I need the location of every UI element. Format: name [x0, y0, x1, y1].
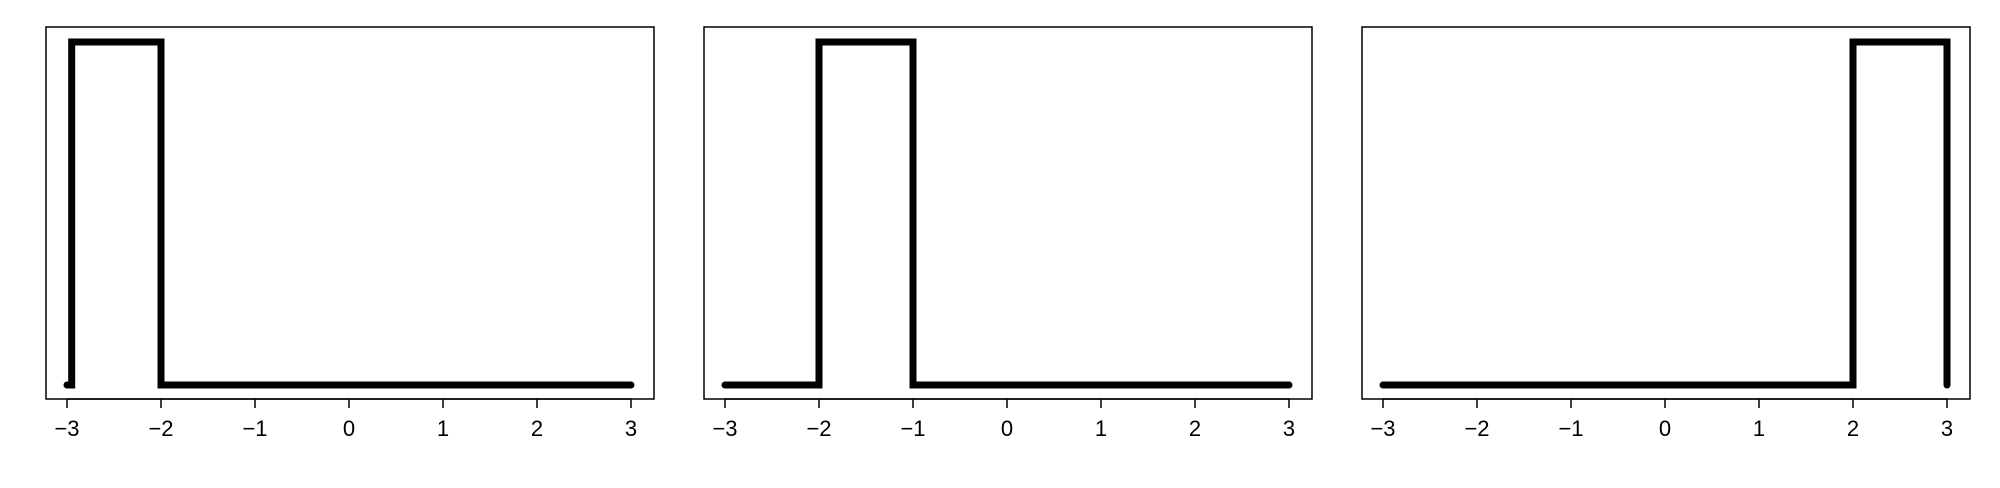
- x-tick-label: −2: [1464, 416, 1489, 441]
- x-tick-label: 3: [625, 416, 637, 441]
- plot-frame: [703, 26, 1313, 400]
- chart-panel-right: −3 −2 −1 0 1 2 3: [1361, 26, 1971, 441]
- x-tick-label: 2: [1847, 416, 1859, 441]
- x-tick-label: −3: [1370, 416, 1395, 441]
- x-tick-label: 2: [1189, 416, 1201, 441]
- x-tick-label: −2: [806, 416, 831, 441]
- plot-frame: [1361, 26, 1971, 400]
- chart-panel-left: −3 −2 −1 0 1 2 3: [45, 26, 655, 441]
- series-line-1: [63, 38, 635, 389]
- plot-frame: [45, 26, 655, 400]
- series-line-1: [721, 38, 1293, 389]
- x-tick-label: 0: [343, 416, 355, 441]
- x-tick-label: 3: [1283, 416, 1295, 441]
- x-tick-label: −1: [242, 416, 267, 441]
- chart-panel-middle: −3 −2 −1 0 1 2 3: [703, 26, 1313, 441]
- x-tick-label: 1: [1095, 416, 1107, 441]
- x-tick-label: −3: [54, 416, 79, 441]
- x-tick-label: 2: [531, 416, 543, 441]
- x-tick-label: −3: [712, 416, 737, 441]
- panels: −3 −2 −1 0 1 2 3 −3 −2 −1 0 1 2 3 −3 −2 −1 0 1 2 3: [45, 26, 1971, 441]
- x-tick-label: 3: [1941, 416, 1953, 441]
- x-tick-label: 1: [437, 416, 449, 441]
- x-tick-label: −2: [148, 416, 173, 441]
- x-tick-label: 0: [1001, 416, 1013, 441]
- x-tick-label: 1: [1753, 416, 1765, 441]
- x-tick-label: −1: [900, 416, 925, 441]
- series-line-1: [1379, 38, 1951, 389]
- x-tick-label: −1: [1558, 416, 1583, 441]
- x-tick-label: 0: [1659, 416, 1671, 441]
